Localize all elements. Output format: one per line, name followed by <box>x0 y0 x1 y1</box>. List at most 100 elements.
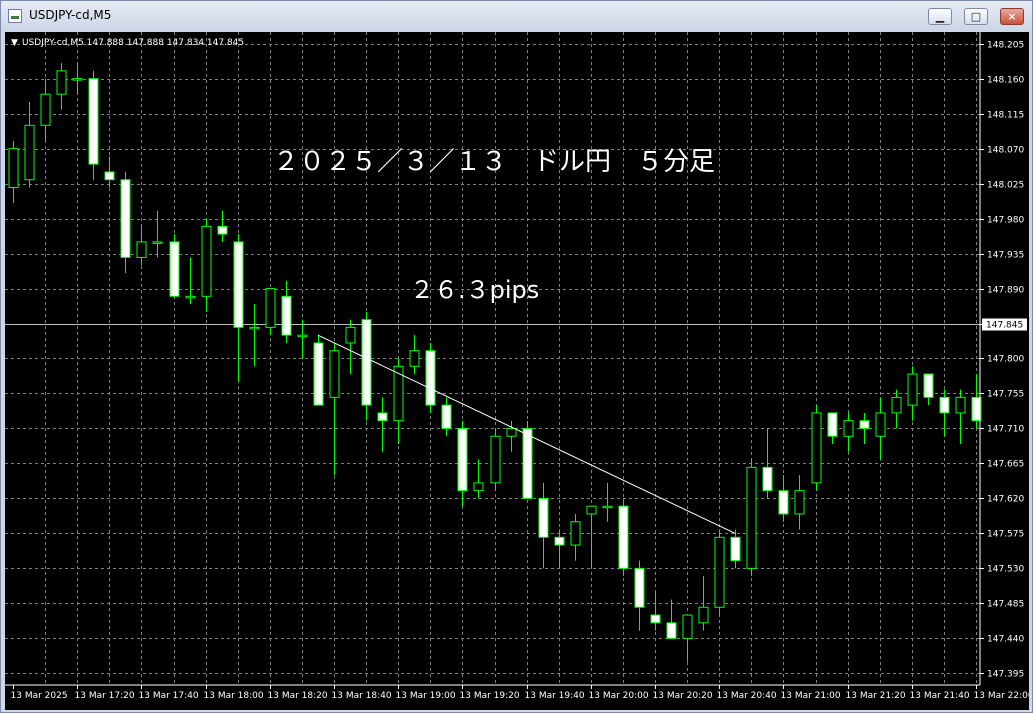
candle <box>746 459 757 577</box>
chart-canvas[interactable]: 148.205 148.160 148.115 148.070 148.025 147.9… <box>5 32 1029 710</box>
candle <box>40 78 51 141</box>
candle <box>329 342 340 476</box>
y-tick-label: 148.115 <box>987 111 1024 121</box>
y-tick-label: 147.980 <box>987 216 1024 226</box>
maximize-button[interactable]: □ <box>964 8 988 25</box>
candle <box>313 335 324 406</box>
y-tick-label: 148.160 <box>987 76 1024 86</box>
candle-body <box>746 466 757 569</box>
current-price-tag <box>982 318 1027 331</box>
y-tick-label: 147.710 <box>987 425 1024 435</box>
chart-app-icon <box>8 9 22 23</box>
candle <box>666 599 677 639</box>
y-tick-label: 147.935 <box>987 251 1024 261</box>
candle-body <box>169 241 180 297</box>
candle <box>473 459 484 499</box>
chart-title-annotation: ２０２５／３／１３ ドル円 ５分足 <box>273 147 715 177</box>
x-tick-label: 13 Mar 20:00 <box>589 691 649 701</box>
candle-body <box>457 427 468 492</box>
candle <box>249 304 260 367</box>
candle <box>233 234 244 382</box>
candle-body <box>152 241 163 244</box>
candle <box>794 475 805 530</box>
x-tick-label: 13 Mar 18:00 <box>204 691 264 701</box>
candle-body <box>602 505 613 509</box>
pips-annotation: ２６.３pips <box>410 276 539 304</box>
x-tick-label: 13 Mar 20:20 <box>653 691 713 701</box>
candle-body <box>409 350 420 367</box>
y-tick-label: 147.755 <box>987 390 1024 400</box>
candle <box>185 257 196 305</box>
candle <box>618 498 629 577</box>
candle-body <box>72 78 83 81</box>
y-tick-label: 147.485 <box>987 600 1024 610</box>
candle-body <box>875 412 886 437</box>
candle <box>152 210 163 258</box>
price-chart[interactable]: 148.205 148.160 148.115 148.070 148.025 147.9… <box>5 32 1029 710</box>
candle <box>762 428 773 499</box>
x-tick-label: 13 Mar 18:40 <box>332 691 392 701</box>
y-tick-label: 148.070 <box>987 146 1024 156</box>
candle <box>425 342 436 413</box>
minimize-button[interactable]: ▁ <box>928 8 952 25</box>
y-tick-label: 147.575 <box>987 530 1024 540</box>
candle-body <box>586 505 597 515</box>
candle-body <box>811 412 822 484</box>
y-tick-label: 147.620 <box>987 495 1024 505</box>
y-tick-label: 147.440 <box>987 635 1024 645</box>
candle-body <box>441 404 452 429</box>
candle-body <box>136 241 147 258</box>
candle-body <box>281 295 292 336</box>
close-button[interactable]: × <box>1000 8 1024 25</box>
candle-body <box>217 225 228 235</box>
candle-body <box>923 373 934 398</box>
y-tick-label: 147.530 <box>987 565 1024 575</box>
candle <box>88 70 99 180</box>
candle <box>409 335 420 375</box>
candle-body <box>554 536 565 546</box>
candle <box>682 614 693 662</box>
candle <box>955 389 966 445</box>
candle <box>281 280 292 343</box>
candle <box>8 140 19 204</box>
candle-body <box>425 350 436 406</box>
candle <box>634 560 645 631</box>
candle-body <box>698 606 709 624</box>
candle <box>875 397 886 460</box>
candle-body <box>522 427 533 499</box>
x-tick-label: 13 Mar 17:20 <box>75 691 135 701</box>
x-tick-label: 13 Mar 19:20 <box>460 691 520 701</box>
candle-body <box>778 490 789 515</box>
candle-body <box>859 420 870 429</box>
candle <box>24 101 35 188</box>
trend-line[interactable] <box>317 334 736 534</box>
candle-body <box>907 373 918 406</box>
candle <box>490 428 501 491</box>
y-tick-label: 147.800 <box>987 355 1024 365</box>
current-price-label: 147.845 <box>986 321 1023 331</box>
candle-body <box>120 179 131 258</box>
candle <box>923 373 934 406</box>
candle-body <box>56 70 67 95</box>
candle-body <box>233 241 244 328</box>
candle <box>201 218 212 312</box>
chart-dropdown-icon[interactable]: ▼ <box>11 38 18 48</box>
candle <box>393 358 404 445</box>
window-title: USDJPY-cd,M5 <box>29 8 112 22</box>
candle <box>843 412 854 452</box>
candle <box>602 482 613 522</box>
candle-body <box>249 326 260 330</box>
candle-body <box>313 342 324 406</box>
candle-body <box>345 326 356 344</box>
y-tick-label: 148.205 <box>987 41 1024 51</box>
candle-body <box>506 427 517 437</box>
candle-body <box>714 536 725 608</box>
candle <box>377 397 388 452</box>
y-tick-label: 147.395 <box>987 670 1024 680</box>
title-bar[interactable]: USDJPY-cd,M5 ▁ □ × <box>1 1 1032 31</box>
x-tick-label: 13 Mar 19:00 <box>396 691 456 701</box>
candle-body <box>40 93 51 126</box>
candle <box>827 412 838 445</box>
candle-body <box>843 420 854 437</box>
